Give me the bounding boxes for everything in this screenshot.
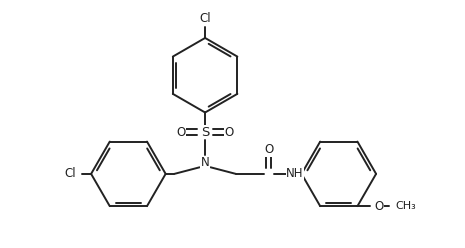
Text: O: O (264, 143, 273, 156)
Text: CH₃: CH₃ (396, 201, 417, 211)
Text: Cl: Cl (199, 12, 211, 25)
Text: N: N (201, 156, 209, 169)
Text: Cl: Cl (64, 167, 76, 180)
Text: O: O (176, 126, 186, 139)
Text: NH: NH (286, 167, 304, 180)
Text: S: S (201, 126, 209, 139)
Text: O: O (225, 126, 234, 139)
Text: O: O (374, 200, 383, 213)
